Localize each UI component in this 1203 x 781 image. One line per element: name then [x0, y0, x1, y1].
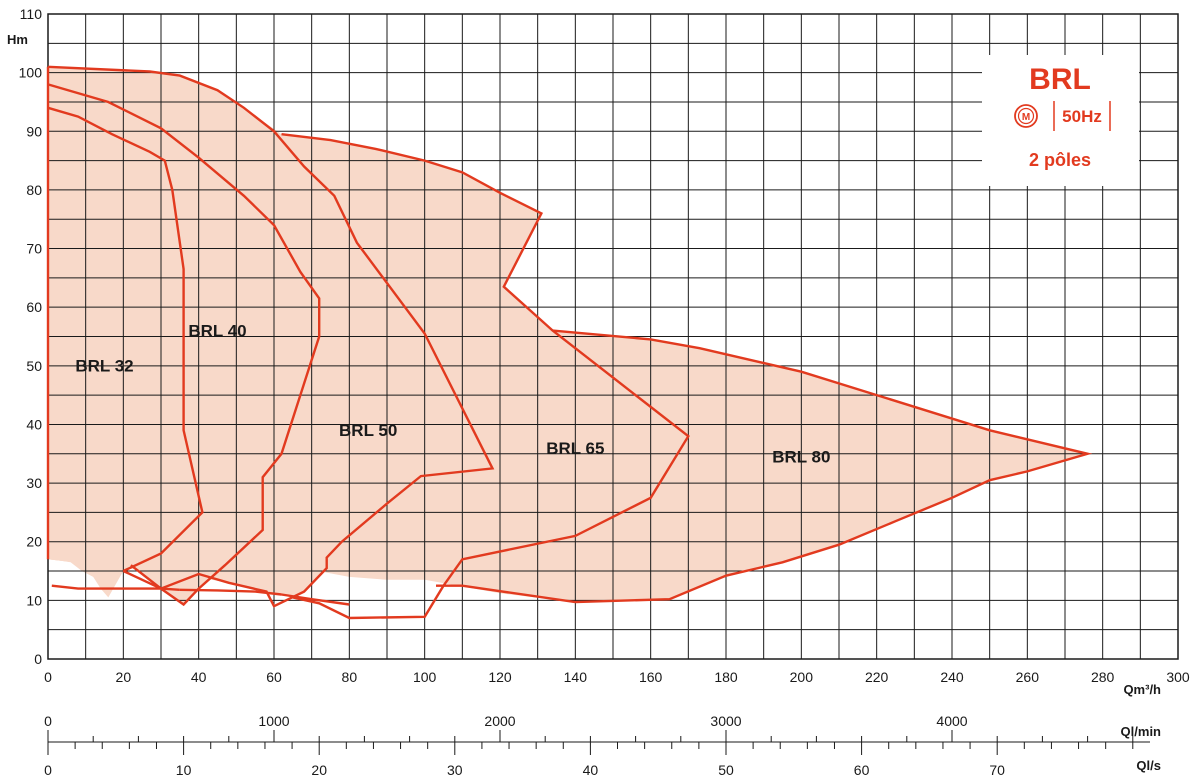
ql-min-tick-label: 4000 — [936, 713, 967, 729]
y-tick-label: 90 — [26, 123, 42, 139]
series-labels: BRL 80 BRL 65 BRL 50 BRL 40 BRL 32 — [75, 322, 830, 467]
legend-poles: 2 pôles — [1029, 150, 1091, 170]
y-tick-label: 20 — [26, 534, 42, 550]
svg-text:M: M — [1022, 112, 1030, 123]
x-tick-label: 160 — [639, 669, 663, 685]
ql-min-tick-label: 0 — [44, 713, 52, 729]
y-axis-title: Hm — [7, 32, 28, 47]
y-tick-label: 100 — [19, 65, 43, 81]
y-tick-label: 80 — [26, 182, 42, 198]
area-brl-32 — [48, 107, 203, 598]
curve-brl-65-band — [281, 133, 690, 620]
series-label-brl-40: BRL 40 — [188, 322, 246, 341]
series-label-brl-65: BRL 65 — [546, 439, 604, 458]
x-tick-label: 280 — [1091, 669, 1115, 685]
ql-min-tick-label: 2000 — [484, 713, 515, 729]
ql-s-tick-label: 60 — [854, 762, 870, 778]
series-outlines — [46, 65, 1093, 620]
y-tick-label: 50 — [26, 358, 42, 374]
curve-base-50-right — [281, 593, 350, 606]
x-tick-label: 20 — [116, 669, 132, 685]
y-tick-label: 70 — [26, 241, 42, 257]
ql-min-tick-label: 3000 — [710, 713, 741, 729]
ql-min-tick-label: 1000 — [258, 713, 289, 729]
x-tick-label: 120 — [488, 669, 512, 685]
x-tick-label: 60 — [266, 669, 282, 685]
curve-brl-32-band — [47, 106, 204, 573]
ql-min-axis-title: Ql/min — [1121, 724, 1162, 739]
ql-s-tick-label: 20 — [311, 762, 327, 778]
series-label-brl-80: BRL 80 — [772, 448, 830, 467]
x-tick-label: 240 — [940, 669, 964, 685]
ql-s-axis-title: Ql/s — [1136, 758, 1161, 773]
motor-icon: M — [1014, 104, 1038, 128]
legend-box: BRL M 50Hz 2 pôles — [982, 55, 1139, 186]
curve-base-32 — [51, 584, 180, 591]
y-tick-label: 40 — [26, 416, 42, 432]
x-tick-label: 300 — [1166, 669, 1190, 685]
ql-s-tick-label: 10 — [176, 762, 192, 778]
x-tick-label: 40 — [191, 669, 207, 685]
curve-brl-50-band — [47, 65, 495, 608]
curve-base-40 — [179, 588, 282, 596]
ql-s-tick-label: 40 — [583, 762, 599, 778]
legend-frequency: 50Hz — [1062, 107, 1102, 126]
curve-brl-40-band — [47, 83, 321, 607]
x-tick-label: 0 — [44, 669, 52, 685]
y-tick-label: 110 — [20, 6, 43, 22]
x-tick-label: 260 — [1016, 669, 1040, 685]
x-tick-label: 220 — [865, 669, 889, 685]
x-axis-title: Qm³/h — [1123, 682, 1161, 697]
series-fills — [48, 66, 1088, 605]
x-tick-label: 180 — [714, 669, 738, 685]
series-label-brl-32: BRL 32 — [75, 357, 133, 376]
ql-s-tick-label: 0 — [44, 762, 52, 778]
ql-s-tick-label: 50 — [718, 762, 734, 778]
y-tick-label: 0 — [34, 651, 42, 667]
y-tick-label: 30 — [26, 475, 42, 491]
x-tick-label: 100 — [413, 669, 437, 685]
x-tick-label: 80 — [342, 669, 358, 685]
x-tick-label: 200 — [790, 669, 814, 685]
y-tick-label: 10 — [26, 592, 42, 608]
legend-title: BRL — [1029, 63, 1091, 96]
ql-s-tick-label: 70 — [989, 762, 1005, 778]
ql-s-tick-label: 30 — [447, 762, 463, 778]
x-tick-label: 140 — [564, 669, 588, 685]
y-tick-label: 60 — [26, 299, 42, 315]
curve-brl-80-band — [436, 329, 1093, 604]
series-label-brl-50: BRL 50 — [339, 421, 397, 440]
